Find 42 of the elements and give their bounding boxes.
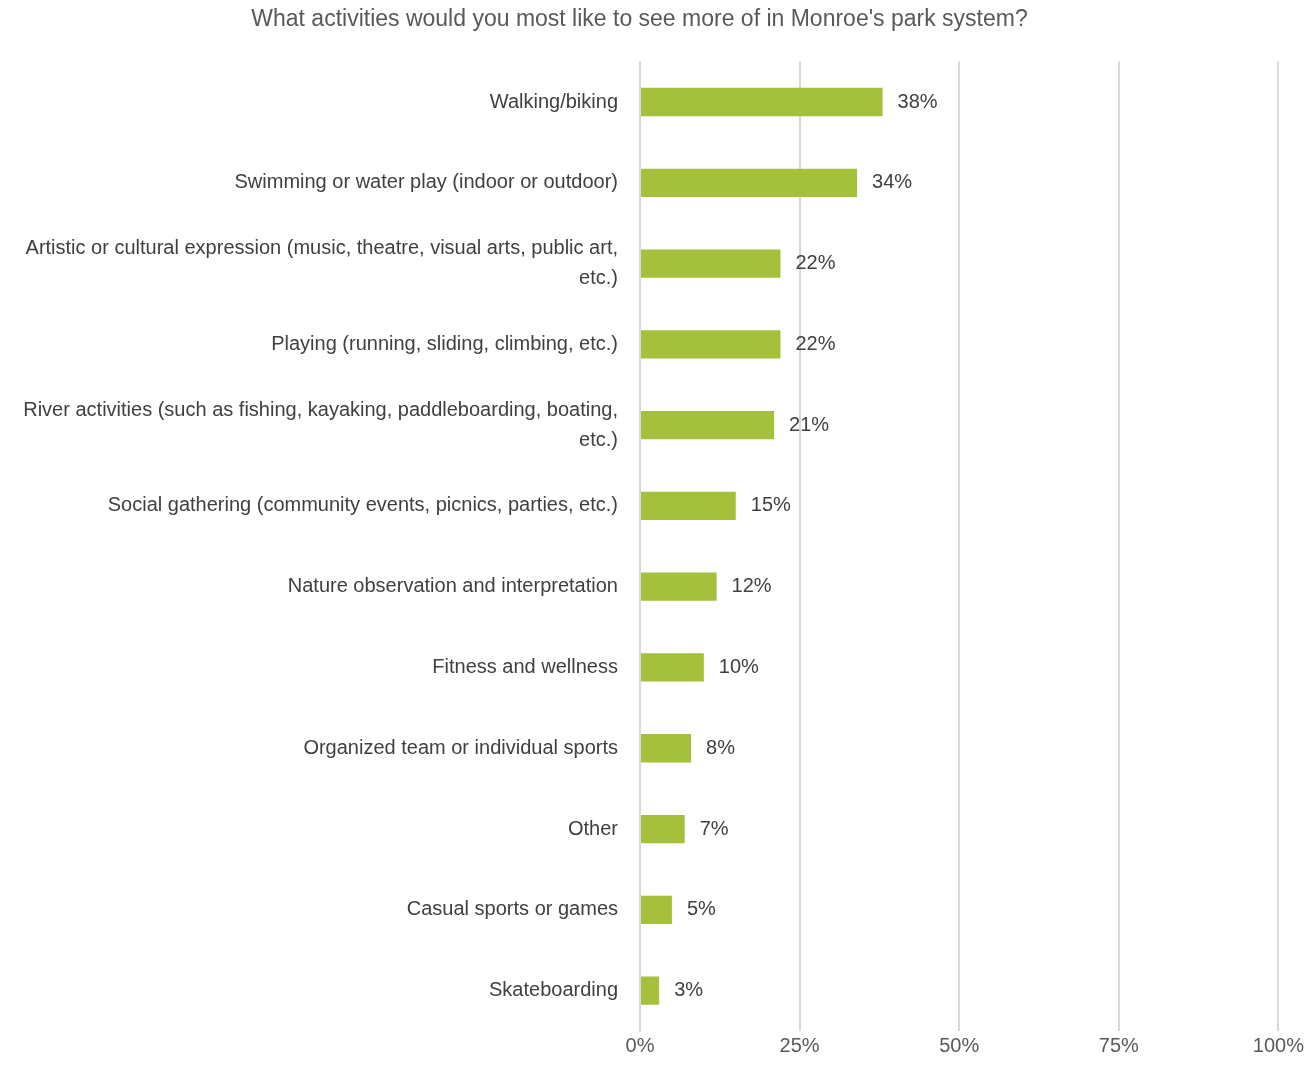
bar: [641, 572, 717, 601]
bar: [641, 249, 781, 278]
chart-title: What activities would you most like to see more of in Monroe's park system?: [251, 5, 1028, 32]
data-label: 10%: [718, 654, 760, 677]
data-label: 7%: [699, 816, 729, 839]
bar: [641, 734, 692, 763]
data-label: 34%: [872, 170, 913, 193]
bar: [641, 410, 775, 440]
y-tick-label: Organized team or individual sports: [303, 735, 618, 758]
data-label: 3%: [674, 978, 704, 1001]
y-tick-label: Social gathering (community events, picnics, parties, etc.): [107, 493, 618, 516]
y-tick-label: Skateboarding: [489, 978, 618, 1001]
bar: [641, 168, 858, 197]
x-tick-label: 100%: [1252, 1033, 1305, 1056]
bar: [641, 653, 704, 682]
x-tick-label: 25%: [779, 1033, 820, 1056]
bar: [641, 87, 883, 117]
x-tick-label: 0%: [625, 1033, 655, 1056]
data-label: 21%: [789, 412, 830, 435]
y-tick-label: Playing (running, sliding, climbing, etc.): [271, 331, 618, 354]
y-tick-label: Artistic or cultural expression (music, theatre, visual arts, public art, etc.): [25, 236, 618, 289]
y-tick-label: River activities (such as fishing, kayaking, paddleboarding, boating, etc.): [23, 397, 618, 450]
y-tick-label: Swimming or water play (indoor or outdoor): [234, 170, 618, 193]
bar: [641, 814, 685, 844]
y-tick-label: Fitness and wellness: [432, 654, 618, 677]
data-label: 22%: [795, 251, 836, 274]
y-tick-label: Casual sports or games: [406, 897, 618, 920]
y-tick-label: Walking/biking: [489, 89, 618, 112]
bar: [641, 895, 672, 924]
data-label: 15%: [750, 493, 792, 516]
data-label: 22%: [795, 331, 836, 354]
bar: [641, 330, 781, 359]
y-tick-label: Other: [567, 816, 619, 839]
data-label: 5%: [686, 897, 717, 920]
data-label: 8%: [706, 735, 736, 758]
y-tick-label: Nature observation and interpretation: [287, 574, 618, 597]
data-label: 38%: [897, 89, 938, 112]
x-tick-label: 50%: [939, 1033, 980, 1056]
data-label: 12%: [731, 574, 772, 597]
bar: [641, 491, 736, 521]
x-tick-label: 75%: [1098, 1033, 1140, 1056]
bar: [641, 976, 660, 1005]
